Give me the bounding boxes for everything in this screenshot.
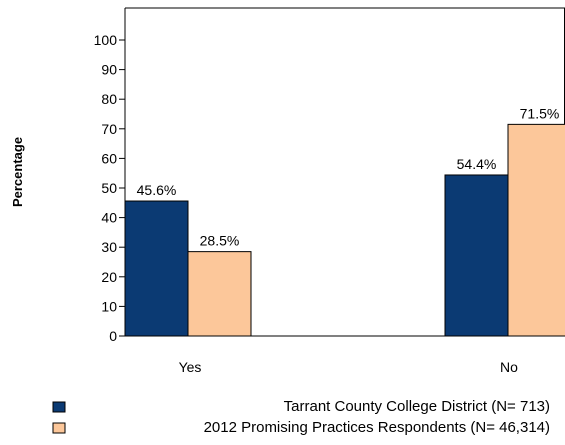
y-tick-label: 80 [101, 91, 117, 107]
y-tick-label: 30 [101, 239, 117, 255]
y-tick-label: 20 [101, 269, 117, 285]
bar-no-series-2 [507, 123, 565, 337]
y-tick-label: 90 [101, 62, 117, 78]
y-tick-label: 100 [94, 32, 118, 48]
legend-swatch-series-1 [52, 401, 66, 413]
data-label: 45.6% [137, 182, 177, 198]
y-tick-label: 10 [101, 298, 117, 314]
data-label: 71.5% [520, 105, 560, 121]
x-category-label: Yes [179, 359, 202, 375]
plot-area: 45.6% 54.4% 28.5% 71.5% 0 10 20 30 40 50 60 70 80 90 1… [94, 7, 565, 375]
y-tick-label: 60 [101, 150, 117, 166]
legend-label-series-1: Tarrant County College District (N= 713) [284, 398, 550, 415]
y-tick-label: 40 [101, 210, 117, 226]
legend-swatch-series-2 [52, 422, 66, 434]
bar-yes-series-1 [124, 200, 189, 337]
bar-yes-series-2 [187, 251, 252, 337]
legend: Tarrant County College District (N= 713)… [52, 398, 550, 436]
legend-label-series-2: 2012 Promising Practices Respondents (N=… [204, 419, 550, 436]
x-category-label: No [500, 359, 518, 375]
y-tick-label: 70 [101, 121, 117, 137]
y-tick-label: 0 [109, 328, 117, 344]
data-label: 54.4% [457, 156, 497, 172]
y-tick-label: 50 [101, 180, 117, 196]
data-label: 28.5% [200, 233, 240, 249]
bar-no-series-1 [444, 174, 509, 337]
y-axis-label: Percentage [10, 137, 25, 207]
